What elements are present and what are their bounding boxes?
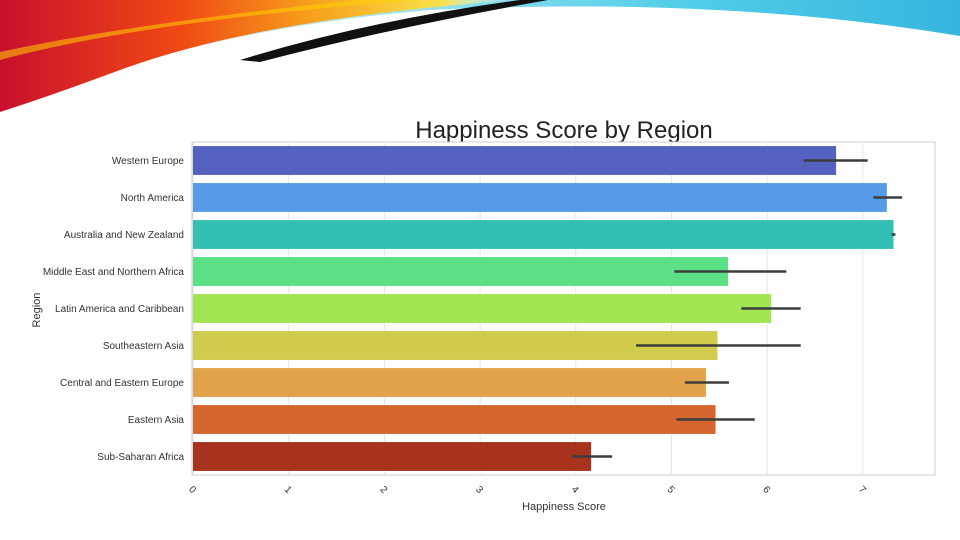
- x-tick-label: 1: [282, 484, 294, 496]
- category-label: Western Europe: [112, 156, 185, 167]
- y-axis-label: Region: [31, 293, 43, 328]
- x-axis-label: Happiness Score: [522, 501, 606, 513]
- category-label: Latin America and Caribbean: [55, 304, 184, 315]
- x-tick-label: 6: [760, 484, 772, 496]
- x-tick-label: 2: [377, 484, 389, 496]
- bar-western-europe: [193, 146, 837, 175]
- category-label: Sub-Saharan Africa: [97, 452, 184, 463]
- chart-title: Happiness Score by Region: [415, 117, 713, 144]
- category-label: Southeastern Asia: [103, 341, 185, 352]
- x-tick-label: 7: [856, 484, 868, 496]
- bar-latin-america-and-caribbean: [193, 294, 772, 323]
- category-labels: Western Europe North America Australia and…: [43, 156, 185, 463]
- x-tick-label: 3: [473, 484, 485, 496]
- bar-central-and-eastern-europe: [193, 368, 706, 397]
- header-swoosh-decoration: [0, 0, 960, 112]
- bar-middle-east-and-northern-africa: [193, 257, 728, 286]
- category-label: Eastern Asia: [128, 415, 185, 426]
- category-label: Middle East and Northern Africa: [43, 267, 185, 278]
- error-bars: [571, 159, 903, 458]
- category-label: Australia and New Zealand: [64, 230, 184, 241]
- x-tick-label: 4: [569, 484, 581, 496]
- bar-australia-and-new-zealand: [193, 220, 894, 249]
- bar-sub-saharan-africa: [193, 442, 592, 471]
- x-tick-label: 0: [186, 484, 198, 496]
- bar-north-america: [193, 183, 887, 212]
- x-tick-label: 5: [665, 484, 677, 496]
- category-label: Central and Eastern Europe: [60, 378, 184, 389]
- category-label: North America: [121, 193, 185, 204]
- x-tick-labels: 0 1 2 3 4 5 6 7: [186, 484, 868, 496]
- bars: [193, 146, 894, 471]
- bar-eastern-asia: [193, 405, 716, 434]
- bar-southeastern-asia: [193, 331, 718, 360]
